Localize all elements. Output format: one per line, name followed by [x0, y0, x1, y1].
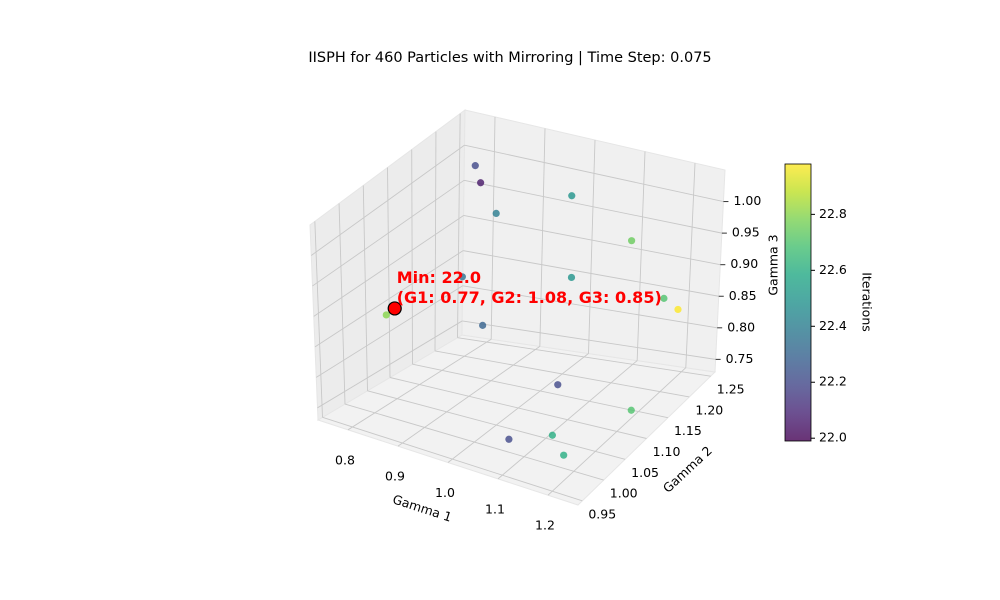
grid-line	[316, 285, 463, 378]
grid-line	[314, 250, 464, 348]
colorbar-tick-label: 22.0	[819, 430, 847, 445]
z-tick-label: 1.00	[733, 193, 761, 208]
grid-line	[685, 163, 696, 368]
grid-line	[362, 185, 368, 391]
z-tick-label: 0.95	[732, 225, 760, 240]
grid-line	[367, 390, 626, 460]
point	[660, 294, 668, 302]
z-axis-title: Gamma 3	[766, 234, 781, 295]
colorbar-tick-label: 22.8	[819, 206, 847, 221]
point	[560, 451, 568, 459]
grid-line	[412, 363, 668, 419]
y-tick-label: 0.95	[588, 506, 616, 521]
point	[627, 406, 635, 414]
x-tick-label: 1.2	[535, 518, 555, 533]
x-tick-label: 0.9	[385, 469, 405, 484]
grid-line	[539, 128, 546, 347]
grid-line	[463, 215, 721, 266]
annotation: Min: 22.0	[397, 268, 481, 287]
back-pane	[461, 109, 726, 373]
point	[674, 305, 682, 314]
point	[471, 162, 479, 170]
grid-line	[310, 144, 465, 256]
annotation: (G1: 0.77, G2: 1.08, G3: 0.85)	[397, 288, 662, 307]
grid-line	[389, 377, 647, 439]
point	[567, 273, 576, 282]
grid-line	[462, 320, 716, 360]
grid-line	[434, 131, 437, 351]
colorbar-title: Iterations	[860, 272, 875, 332]
y-tick-label: 1.10	[653, 444, 681, 459]
z-tick-label: 0.80	[727, 319, 755, 334]
point	[548, 431, 556, 439]
grid-line	[463, 250, 719, 297]
z-tick-label: 0.85	[729, 288, 757, 303]
y-tick-label: 1.25	[717, 382, 745, 397]
colorbar-tick-label: 22.2	[819, 374, 847, 389]
point	[554, 381, 562, 389]
y-tick-label: 1.05	[631, 465, 659, 480]
y-tick-label: 1.15	[674, 423, 702, 438]
z-tick-label: 0.90	[730, 256, 758, 271]
x-tick-label: 1.1	[485, 501, 505, 516]
point	[492, 209, 500, 218]
chart-title: IISPH for 460 Particles with Mirroring |…	[308, 50, 711, 66]
grid-line	[490, 116, 496, 340]
grid-line	[411, 149, 413, 365]
point	[628, 237, 636, 245]
point	[477, 179, 485, 187]
point	[479, 321, 487, 329]
grid-line	[322, 416, 583, 502]
point	[505, 435, 513, 443]
grid-line	[387, 167, 391, 378]
grid-line	[463, 179, 722, 234]
grid-line	[338, 203, 346, 405]
grid-line	[464, 144, 724, 203]
colorbar-tick-label: 22.6	[819, 262, 847, 277]
point	[382, 311, 390, 319]
grid-line	[462, 285, 718, 329]
point	[458, 273, 466, 281]
y-tick-label: 1.00	[610, 486, 638, 501]
grid-line	[344, 403, 604, 481]
grid-line	[588, 139, 596, 354]
grid-line	[457, 113, 461, 338]
grid-line	[434, 350, 690, 398]
x-tick-label: 1.0	[435, 485, 455, 500]
x-tick-label: 0.8	[335, 452, 355, 467]
min-point	[387, 301, 402, 316]
z-tick-label: 0.75	[726, 351, 754, 366]
colorbar	[784, 163, 812, 442]
grid-line	[317, 320, 463, 409]
grid-line	[636, 151, 646, 361]
grid-line	[312, 179, 465, 287]
grid-line	[313, 215, 464, 317]
colorbar-tick-label: 22.4	[819, 318, 847, 333]
point	[568, 192, 576, 200]
grid-line	[314, 221, 323, 418]
grid-line	[457, 337, 711, 377]
y-tick-label: 1.20	[695, 402, 723, 417]
